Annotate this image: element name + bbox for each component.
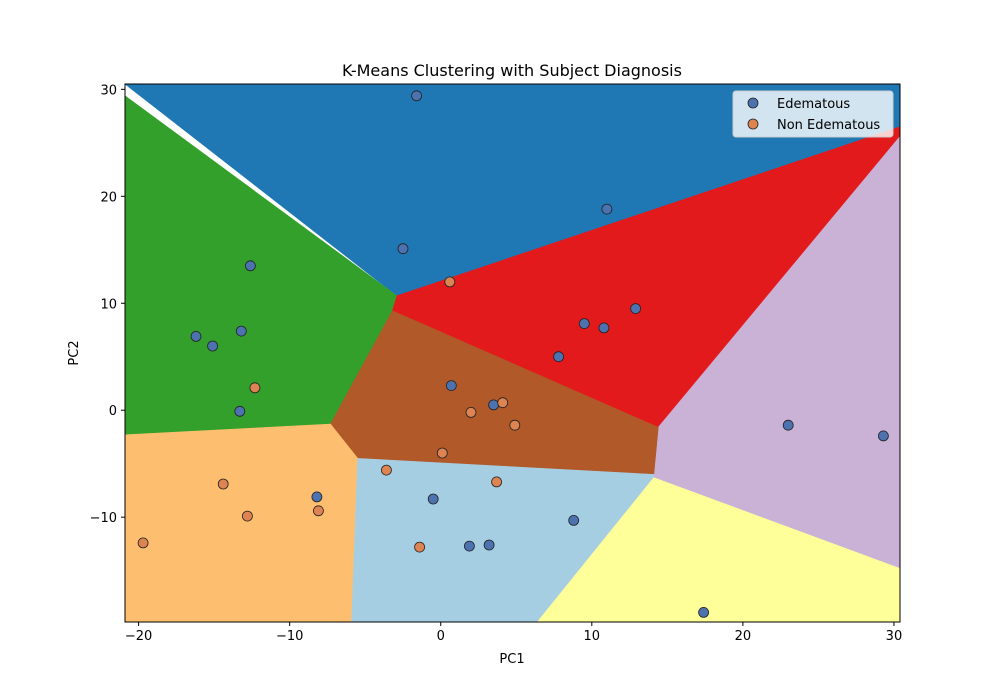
point-non-edematous-12 bbox=[137, 537, 149, 549]
point-non-edematous-9 bbox=[217, 478, 229, 490]
point-edematous-16 bbox=[878, 430, 889, 442]
x-tick-label: 0 bbox=[437, 629, 445, 644]
point-non-edematous-13 bbox=[414, 541, 426, 553]
y-tick-label: 20 bbox=[100, 190, 117, 205]
x-tick-label: 10 bbox=[584, 629, 601, 644]
point-edematous-8 bbox=[234, 405, 246, 417]
legend: Edematous Non Edematous bbox=[732, 90, 894, 138]
point-non-edematous-1 bbox=[444, 276, 456, 288]
point-non-edematous-7 bbox=[380, 464, 392, 476]
point-edematous-21 bbox=[483, 539, 495, 551]
point-edematous-19 bbox=[568, 515, 580, 526]
x-tick-label: −10 bbox=[276, 629, 303, 644]
y-tick-label: 0 bbox=[109, 404, 117, 419]
point-non-edematous-6 bbox=[436, 447, 448, 459]
x-tick-label: −20 bbox=[125, 629, 152, 644]
legend-box bbox=[732, 90, 894, 138]
point-edematous-20 bbox=[463, 540, 475, 552]
x-tick-label: 20 bbox=[735, 629, 752, 644]
point-edematous-2 bbox=[601, 203, 613, 215]
point-edematous-15 bbox=[782, 419, 794, 431]
point-edematous-1 bbox=[411, 90, 423, 102]
point-edematous-13 bbox=[445, 380, 457, 392]
point-non-edematous-5 bbox=[509, 419, 521, 431]
point-edematous-10 bbox=[598, 322, 610, 334]
y-tick-label: −10 bbox=[90, 511, 117, 526]
x-axis-ticks: −20 −10 0 10 20 30 bbox=[125, 622, 902, 644]
point-edematous-3 bbox=[397, 243, 409, 255]
point-edematous-18 bbox=[427, 493, 439, 505]
point-non-edematous-10 bbox=[241, 510, 253, 522]
point-edematous-5 bbox=[190, 330, 202, 342]
point-non-edematous-8 bbox=[491, 476, 503, 488]
x-axis-label: PC1 bbox=[499, 652, 524, 667]
legend-marker-edematous bbox=[747, 97, 759, 109]
point-edematous-14 bbox=[488, 399, 500, 411]
point-edematous-12 bbox=[553, 351, 564, 363]
data-points bbox=[137, 90, 889, 618]
chart-title: K-Means Clustering with Subject Diagnosi… bbox=[342, 61, 682, 80]
point-edematous-17 bbox=[311, 491, 323, 503]
y-tick-label: 10 bbox=[100, 297, 117, 312]
legend-label-edematous: Edematous bbox=[777, 97, 850, 112]
cluster-regions bbox=[124, 83, 901, 623]
legend-label-non-edematous: Non Edematous bbox=[777, 118, 880, 133]
legend-marker-non-edematous bbox=[747, 118, 759, 130]
y-tick-label: 30 bbox=[100, 83, 117, 98]
point-non-edematous-3 bbox=[497, 397, 509, 409]
x-tick-label: 30 bbox=[886, 629, 903, 644]
y-axis-ticks: −10 0 10 20 30 bbox=[90, 83, 125, 526]
point-non-edematous-2 bbox=[249, 382, 261, 394]
y-axis-label: PC2 bbox=[67, 340, 82, 365]
point-edematous-7 bbox=[235, 325, 247, 337]
point-non-edematous-4 bbox=[465, 406, 477, 418]
point-edematous-9 bbox=[578, 318, 590, 330]
point-edematous-4 bbox=[244, 260, 256, 272]
point-edematous-6 bbox=[207, 340, 219, 352]
point-non-edematous-11 bbox=[312, 505, 324, 517]
point-edematous-22 bbox=[698, 607, 709, 618]
plot-frame bbox=[124, 83, 901, 623]
cluster-region-6 bbox=[124, 423, 359, 623]
point-edematous-11 bbox=[630, 303, 641, 315]
